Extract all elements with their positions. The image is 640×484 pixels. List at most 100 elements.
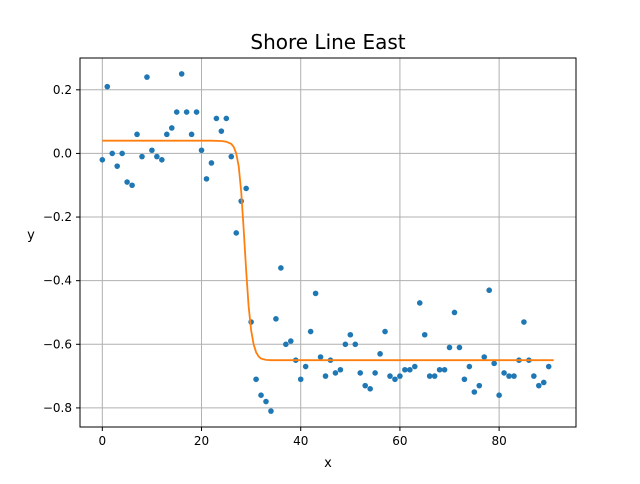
scatter-point — [441, 366, 448, 373]
scatter-point — [193, 109, 200, 115]
scatter-point — [436, 366, 443, 373]
scatter-point — [144, 74, 150, 80]
x-tick-label: 20 — [194, 434, 209, 448]
y-tick-label: −0.6 — [43, 337, 72, 351]
axes-frame — [79, 57, 577, 428]
scatter-point — [139, 153, 145, 160]
scatter-point — [545, 363, 552, 370]
scatter-point — [263, 398, 269, 405]
scatter-point — [99, 156, 106, 163]
scatter-point — [407, 366, 413, 373]
scatter-point — [337, 366, 344, 373]
plot-area — [99, 71, 554, 414]
scatter-point — [402, 366, 408, 373]
scatter-point — [283, 341, 289, 348]
scatter-point — [173, 109, 180, 115]
scatter-point — [367, 386, 373, 392]
scatter-point — [501, 370, 507, 376]
scatter-point — [426, 373, 433, 379]
scatter-point — [178, 71, 185, 77]
scatter-point — [412, 363, 418, 370]
y-tick-label: 0.2 — [53, 83, 72, 97]
scatter-point — [307, 328, 314, 335]
scatter-point — [322, 373, 329, 379]
scatter-point — [332, 370, 339, 376]
scatter-point — [273, 316, 279, 322]
scatter-point — [228, 153, 235, 160]
scatter-point — [198, 147, 205, 154]
scatter-point — [223, 115, 230, 122]
scatter-point — [253, 376, 259, 383]
scatter-point — [496, 392, 502, 398]
scatter-point — [357, 370, 364, 376]
scatter-point — [312, 290, 319, 297]
scatter-point — [258, 392, 264, 398]
scatter-point — [213, 115, 220, 122]
x-tick-label: 80 — [491, 434, 506, 448]
scatter-point — [188, 131, 195, 138]
y-tick-label: −0.2 — [43, 210, 72, 224]
scatter-point — [203, 176, 210, 182]
scatter-point — [397, 373, 403, 379]
scatter-point — [416, 300, 423, 306]
scatter-point — [421, 331, 428, 338]
scatter-point — [446, 344, 453, 351]
scatter-point — [387, 373, 393, 379]
y-tick-label: −0.4 — [43, 274, 72, 288]
scatter-point — [451, 309, 458, 316]
scatter-point — [104, 83, 111, 90]
chart-title: Shore Line East — [250, 30, 405, 54]
scatter-point — [317, 354, 324, 360]
scatter-point — [372, 370, 378, 376]
scatter-point — [149, 147, 155, 154]
y-axis-label: y — [27, 228, 35, 243]
scatter-point — [521, 319, 527, 325]
scatter-point — [208, 160, 215, 166]
scatter-point — [431, 373, 438, 379]
scatter-point — [382, 328, 388, 335]
scatter-point — [377, 351, 383, 357]
scatter-point — [218, 128, 225, 134]
scatter-point — [302, 363, 309, 370]
scatter-point — [164, 131, 170, 138]
scatter-point — [347, 331, 354, 338]
scatter-point — [481, 354, 488, 360]
scatter-point — [114, 163, 120, 169]
scatter-point — [268, 408, 274, 414]
scatter-point — [159, 156, 165, 163]
scatter-point — [531, 373, 537, 379]
scatter-point — [352, 341, 359, 348]
scatter-point — [540, 379, 547, 386]
scatter-point — [456, 344, 463, 351]
x-tick-label: 60 — [392, 434, 407, 448]
scatter-point — [233, 230, 240, 236]
scatter-point — [342, 341, 349, 348]
y-tick-label: 0.0 — [53, 146, 72, 160]
scatter-point — [183, 109, 190, 115]
scatter-point — [168, 125, 175, 131]
scatter-point — [486, 287, 493, 294]
scatter-point — [297, 376, 304, 383]
y-tick-label: −0.8 — [43, 401, 72, 415]
scatter-point — [506, 373, 512, 379]
scatter-point — [362, 382, 369, 389]
scatter-point — [109, 150, 116, 157]
scatter-point — [491, 360, 497, 367]
scatter-point — [124, 179, 130, 185]
axis-ticks: 0 20 40 60 80 0.2 0.0 −0.2 −0.4 −0.6 −0.8 — [43, 83, 507, 448]
scatter-point — [278, 265, 284, 271]
grid — [80, 58, 576, 427]
scatter-point — [471, 389, 478, 395]
scatter-point — [536, 382, 542, 389]
scatter-point — [476, 382, 483, 389]
x-tick-label: 40 — [293, 434, 308, 448]
scatter-point — [129, 182, 135, 189]
x-tick-label: 0 — [98, 434, 106, 448]
x-axis-label: x — [324, 456, 332, 471]
fit-line — [102, 139, 554, 362]
scatter-point — [461, 376, 468, 383]
scatter-point — [154, 153, 160, 160]
scatter-point — [288, 338, 294, 344]
